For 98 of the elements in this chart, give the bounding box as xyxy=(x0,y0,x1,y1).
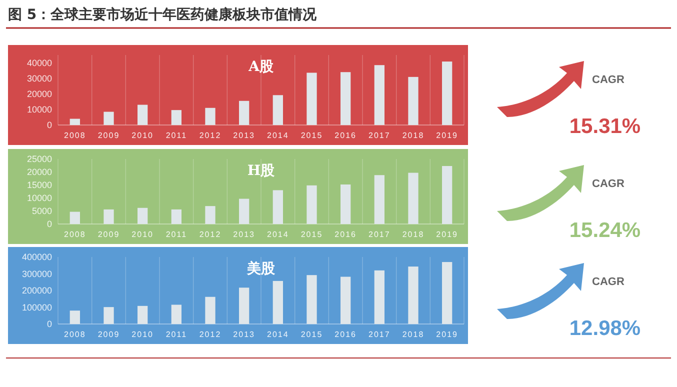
x-tick-label: 2017 xyxy=(368,230,390,239)
bar xyxy=(340,72,351,125)
bar xyxy=(306,275,317,324)
x-tick-label: 2012 xyxy=(199,230,222,239)
x-tick-label: 2017 xyxy=(368,330,390,339)
bar xyxy=(104,307,114,324)
bar xyxy=(70,310,80,324)
bar xyxy=(442,166,452,224)
bar xyxy=(138,208,148,224)
bar xyxy=(239,100,250,125)
bar xyxy=(306,185,317,224)
x-tick-label: 2011 xyxy=(166,230,188,239)
y-tick-label: 0 xyxy=(46,319,52,329)
bar xyxy=(442,62,452,125)
x-tick-label: 2008 xyxy=(64,330,86,339)
bar xyxy=(340,276,351,324)
y-tick-label: 300000 xyxy=(22,268,52,279)
y-tick-label: 100000 xyxy=(22,302,52,312)
x-tick-label: 2014 xyxy=(267,330,289,339)
x-tick-label: 2016 xyxy=(334,131,356,140)
chart-title: A股 xyxy=(248,59,274,75)
x-tick-label: 2019 xyxy=(436,230,458,239)
bar xyxy=(205,206,216,224)
bar xyxy=(340,184,351,224)
x-tick-label: 2019 xyxy=(436,131,458,140)
chart-title: H股 xyxy=(247,163,276,179)
x-tick-label: 2010 xyxy=(132,330,154,339)
text: CAGR xyxy=(592,178,624,190)
bar xyxy=(408,76,418,125)
x-tick-label: 2011 xyxy=(166,131,188,140)
text: 15.24% xyxy=(569,219,641,242)
bar xyxy=(171,209,182,224)
bar xyxy=(239,198,250,224)
y-tick-label: 15000 xyxy=(26,180,52,190)
x-tick-label: 2014 xyxy=(267,230,289,239)
bar xyxy=(272,95,283,125)
bar xyxy=(70,118,80,125)
y-tick-label: 200000 xyxy=(22,286,52,296)
bar xyxy=(104,209,114,224)
x-tick-label: 2019 xyxy=(436,330,458,339)
bar xyxy=(171,304,182,324)
bar xyxy=(138,104,148,125)
x-tick-label: 2018 xyxy=(402,230,424,239)
y-tick-label: 5000 xyxy=(32,206,52,216)
x-tick-label: 2018 xyxy=(402,330,424,339)
y-tick-label: 10000 xyxy=(26,193,52,203)
x-tick-label: 2012 xyxy=(199,330,222,339)
bar xyxy=(374,270,384,324)
bar xyxy=(70,212,80,224)
x-tick-label: 2018 xyxy=(402,131,424,140)
bar xyxy=(104,112,114,125)
bar xyxy=(205,108,216,125)
x-tick-label: 2017 xyxy=(368,131,390,140)
x-tick-label: 2015 xyxy=(300,330,323,339)
y-tick-label: 30000 xyxy=(26,73,52,84)
bar xyxy=(272,190,283,224)
y-tick-label: 20000 xyxy=(26,167,52,177)
y-tick-label: 25000 xyxy=(26,154,52,164)
x-tick-label: 2015 xyxy=(300,230,323,239)
x-tick-label: 2008 xyxy=(64,131,86,140)
y-tick-label: 20000 xyxy=(26,88,52,99)
bar xyxy=(442,262,452,324)
x-tick-label: 2016 xyxy=(334,330,356,339)
y-tick-label: 0 xyxy=(46,219,52,229)
bar xyxy=(374,65,384,125)
bar xyxy=(306,72,317,125)
text: CAGR xyxy=(592,276,624,288)
text: 15.31% xyxy=(569,115,641,138)
x-tick-label: 2015 xyxy=(300,131,323,140)
bar xyxy=(205,296,216,324)
bar xyxy=(408,266,418,324)
x-tick-label: 2011 xyxy=(166,330,188,339)
x-tick-label: 2010 xyxy=(132,131,154,140)
text: 图 5：全球主要市场近十年医药健康板块市值情况 xyxy=(8,6,318,23)
x-tick-label: 2009 xyxy=(98,230,120,239)
bar xyxy=(171,110,182,125)
text: CAGR xyxy=(592,74,624,86)
x-tick-label: 2009 xyxy=(98,330,120,339)
x-tick-label: 2014 xyxy=(267,131,289,140)
x-tick-label: 2008 xyxy=(64,230,86,239)
x-tick-label: 2013 xyxy=(233,131,255,140)
x-tick-label: 2009 xyxy=(98,131,120,140)
text: 12.98% xyxy=(569,317,641,340)
x-tick-label: 2012 xyxy=(199,131,222,140)
x-tick-label: 2010 xyxy=(132,230,154,239)
bar xyxy=(408,172,418,224)
x-tick-label: 2016 xyxy=(334,230,356,239)
bar xyxy=(374,175,384,224)
y-tick-label: 400000 xyxy=(22,252,52,262)
y-tick-label: 40000 xyxy=(26,58,52,68)
x-tick-label: 2013 xyxy=(233,330,255,339)
bar xyxy=(239,288,250,324)
bar xyxy=(272,280,283,324)
bar xyxy=(138,306,148,324)
x-tick-label: 2013 xyxy=(233,230,255,239)
y-tick-label: 10000 xyxy=(26,104,52,114)
chart-title: 美股 xyxy=(246,260,276,277)
y-tick-label: 0 xyxy=(46,120,52,130)
